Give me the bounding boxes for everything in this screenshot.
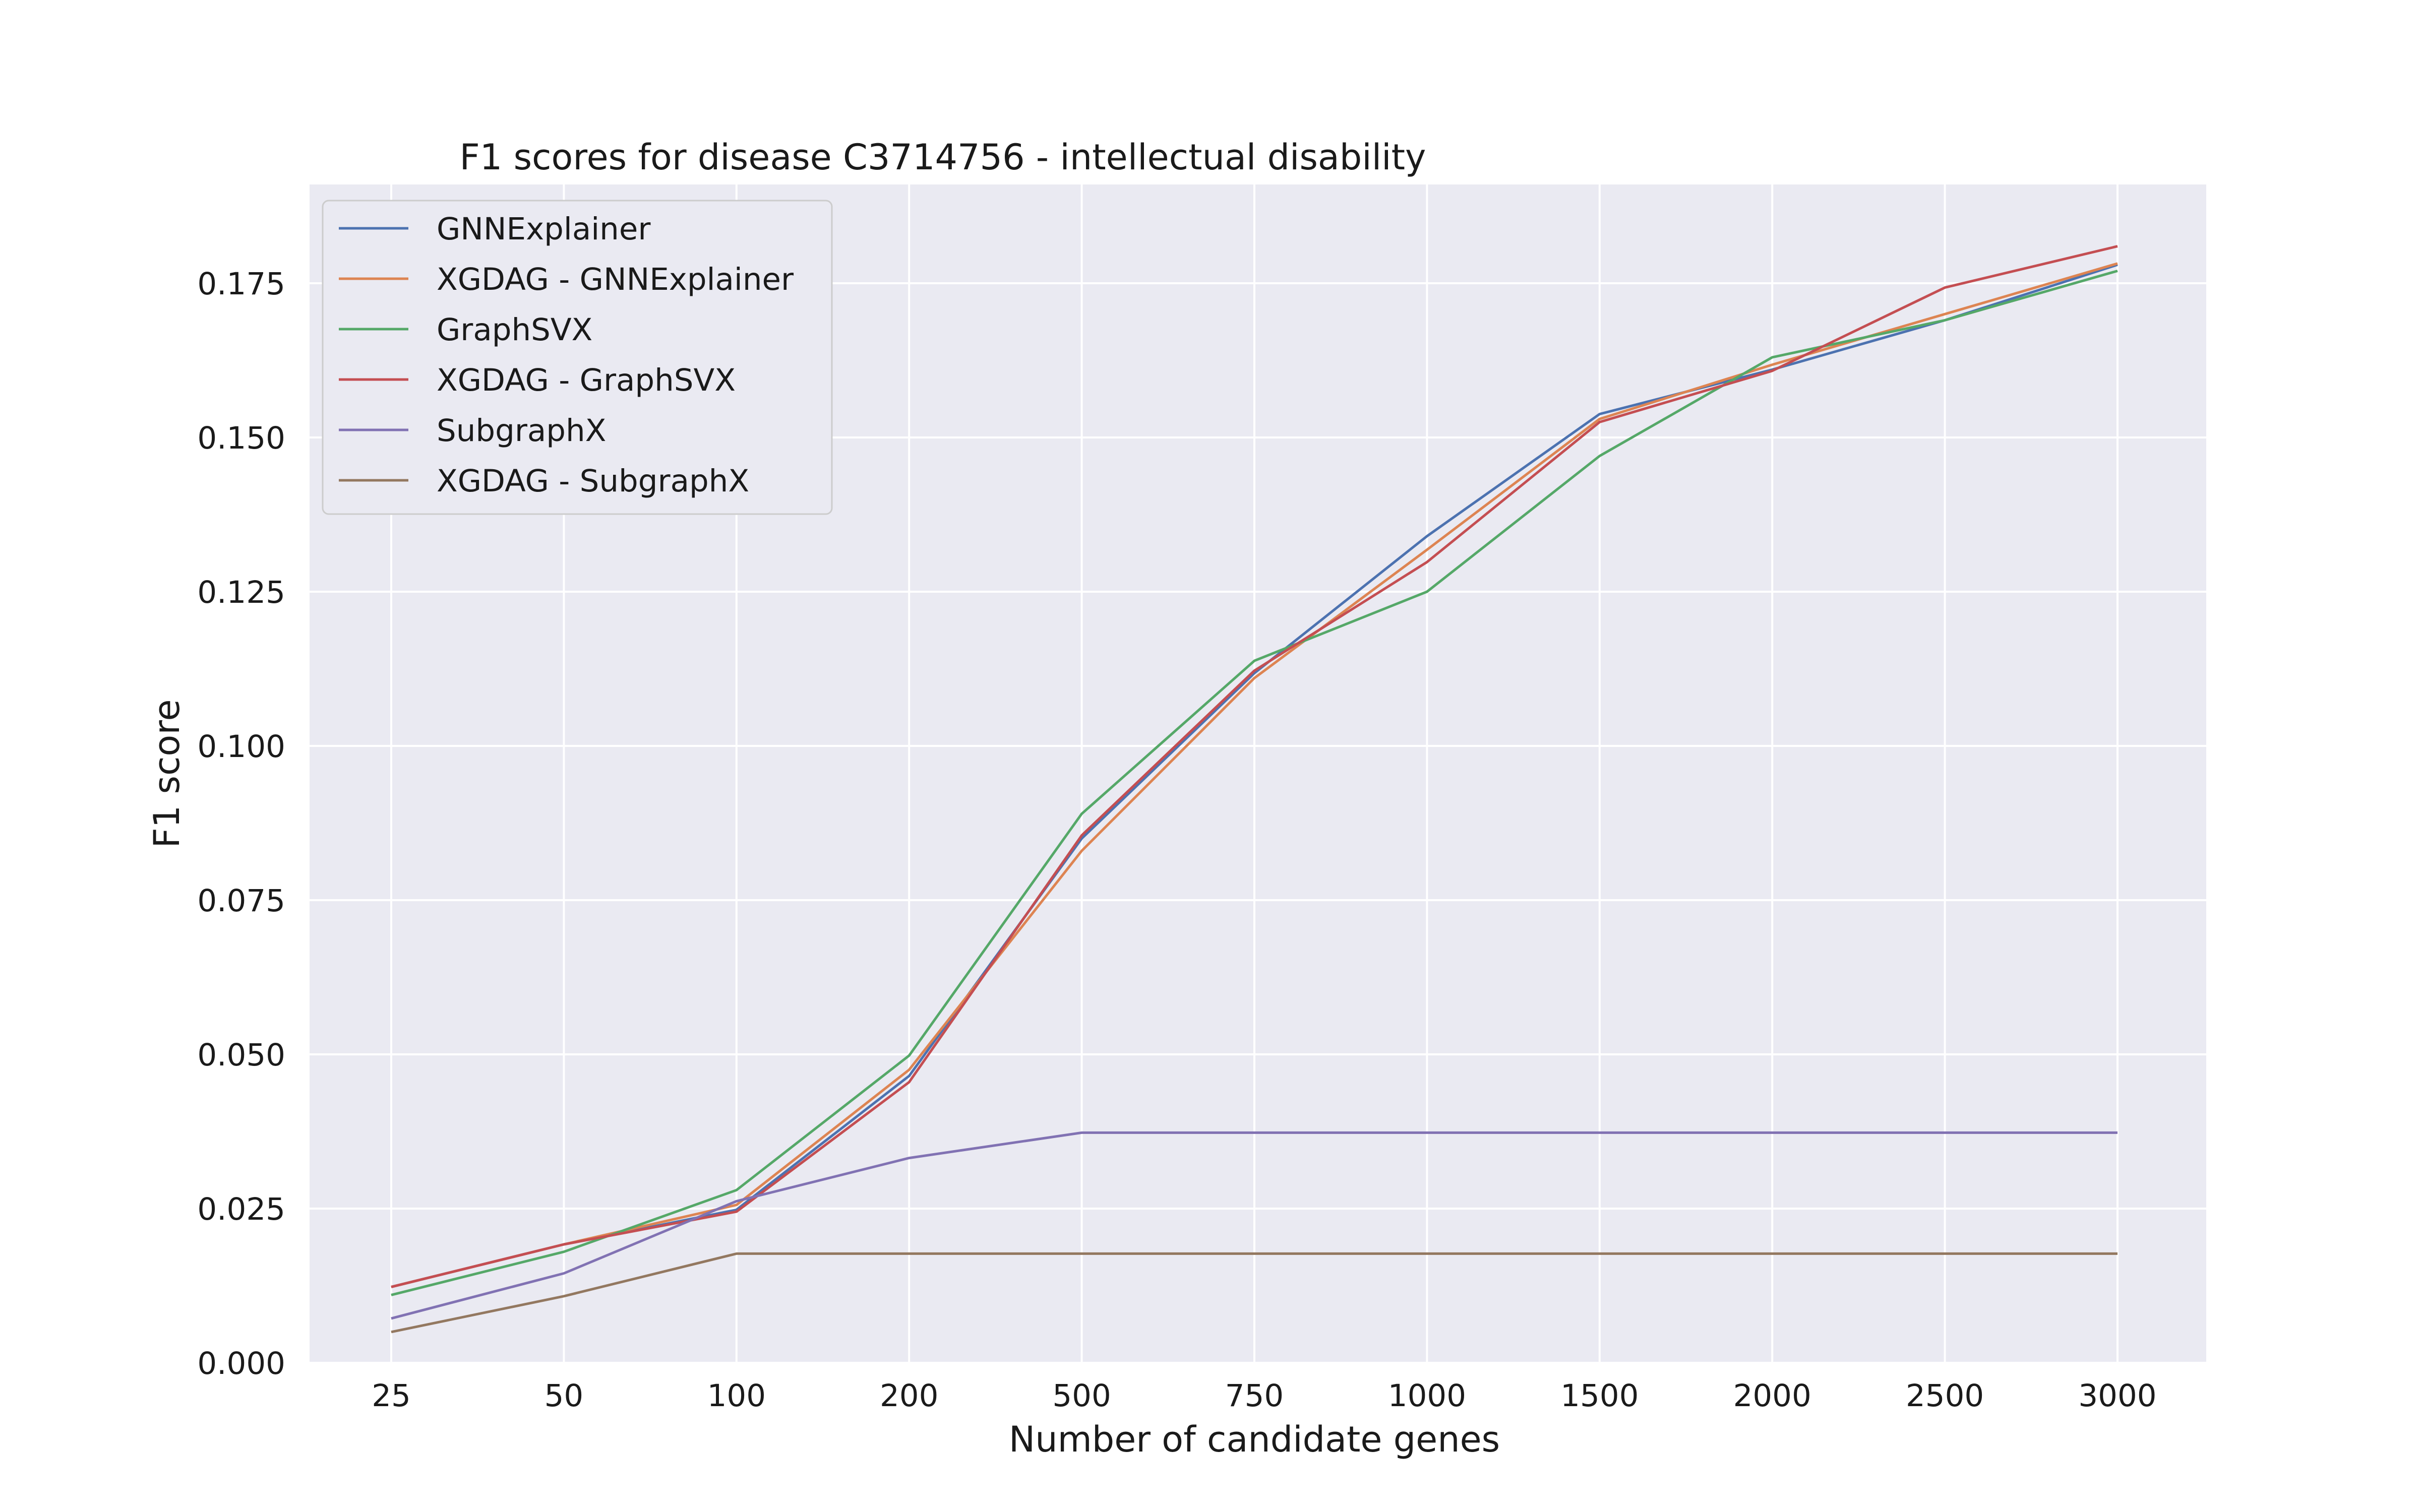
x-tick-label: 750 (1225, 1378, 1284, 1414)
y-axis-label: F1 score (146, 699, 188, 848)
legend-label-subgraphx: SubgraphX (437, 413, 606, 449)
chart-title: F1 scores for disease C3714756 - intelle… (460, 137, 1426, 178)
y-tick-label: 0.125 (197, 575, 285, 610)
legend-box (322, 200, 833, 515)
x-tick-label: 50 (544, 1378, 584, 1414)
y-tick-label: 0.050 (197, 1037, 285, 1073)
x-tick-label: 1000 (1388, 1378, 1466, 1414)
y-tick-label: 0.075 (197, 883, 285, 919)
x-tick-labels: 25 50 100 200 500 750 1000 1500 2000 2500 3000 (372, 1378, 2156, 1414)
legend: GNNExplainer XGDAG - GNNExplainer GraphSVX… (322, 200, 833, 515)
x-tick-label: 1500 (1560, 1378, 1639, 1414)
legend-label-xgdag-gnnexplainer: XGDAG - GNNExplainer (437, 262, 794, 297)
x-axis-label: Number of candidate genes (1009, 1419, 1500, 1460)
series-line-graphsvx (391, 270, 2118, 1296)
legend-label-graphsvx: GraphSVX (437, 312, 592, 348)
series-line-xgdag-graphsvx (391, 245, 2118, 1288)
x-tick-label: 25 (372, 1378, 411, 1414)
x-tick-label: 2500 (1906, 1378, 1984, 1414)
y-tick-label: 0.100 (197, 729, 285, 765)
y-tick-label: 0.150 (197, 420, 285, 456)
x-tick-label: 200 (880, 1378, 938, 1414)
series-layer (391, 245, 2118, 1334)
x-tick-label: 2000 (1733, 1378, 1811, 1414)
x-tick-label: 100 (707, 1378, 766, 1414)
legend-label-gnnexplainer: GNNExplainer (437, 211, 651, 247)
x-tick-label: 500 (1052, 1378, 1111, 1414)
series-line-xgdag-gnnexplainer (391, 262, 2118, 1288)
series-line-subgraphx (391, 1131, 2118, 1320)
series-line-xgdag-subgraphx (391, 1252, 2118, 1334)
y-tick-label: 0.025 (197, 1191, 285, 1227)
legend-label-xgdag-subgraphx: XGDAG - SubgraphX (437, 463, 749, 499)
x-tick-label: 3000 (2078, 1378, 2156, 1414)
y-tick-label: 0.000 (197, 1346, 285, 1381)
legend-label-xgdag-graphsvx: XGDAG - GraphSVX (437, 362, 736, 398)
y-tick-labels: 0.000 0.025 0.050 0.075 0.100 0.125 0.150 0.175 (197, 266, 285, 1381)
y-tick-label: 0.175 (197, 266, 285, 302)
